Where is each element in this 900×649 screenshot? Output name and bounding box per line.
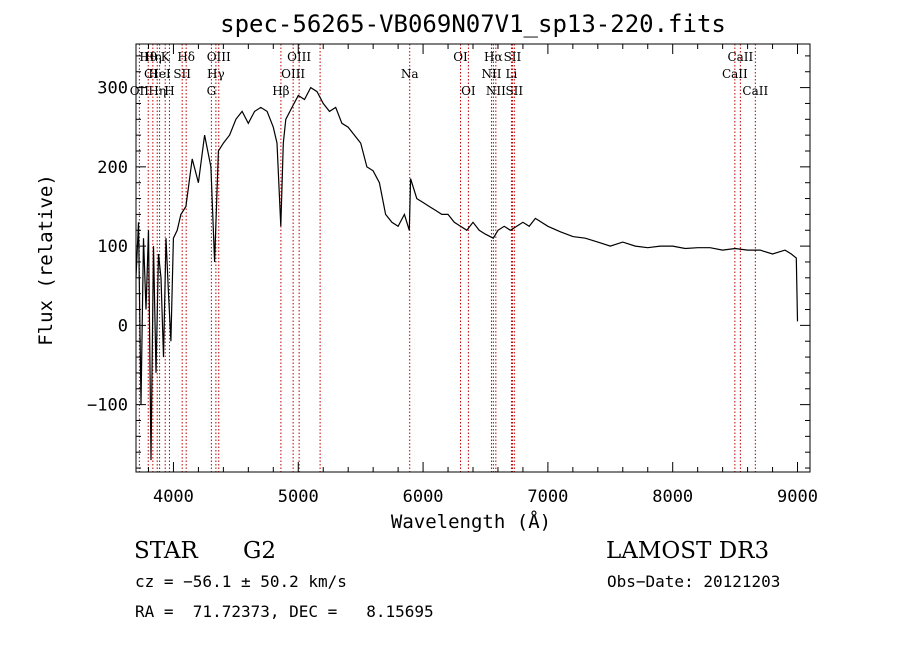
spectral-line-label: OI [461, 84, 476, 98]
redshift-cz: cz = −56.1 ± 50.2 km/s [135, 572, 347, 591]
x-tick-label: 6000 [403, 487, 444, 507]
spectral-line-label: NII [481, 67, 501, 81]
survey-name: LAMOST DR3 [606, 538, 770, 564]
y-tick-label: 300 [97, 79, 128, 99]
spectral-line-label: SII [173, 67, 191, 81]
spectral-line-label: Hβ [272, 84, 289, 98]
spectral-line-label: Hδ [177, 50, 195, 64]
spectral-line-label: OIII [287, 50, 311, 64]
x-axis-ticks: 4000 5000 6000 7000 8000 9000 [147, 44, 818, 507]
x-tick-label: 4000 [153, 487, 194, 507]
spectral-line-label: G [207, 84, 217, 98]
y-axis-label: Flux (relative) [35, 174, 57, 346]
plot-frame [135, 43, 811, 473]
y-tick-label: 100 [97, 237, 128, 257]
y-tick-label: 200 [97, 158, 128, 178]
spectral-line-label: NII [486, 84, 506, 98]
spectral-line-label: OIII [207, 50, 231, 64]
x-axis-label: Wavelength (Å) [391, 510, 551, 533]
spectral-line-label: Hθ [139, 50, 157, 64]
marker-lines [138, 44, 756, 472]
coordinates: RA = 71.72373, DEC = 8.15695 [135, 602, 434, 621]
chart-title: spec-56265-VB069N07V1_sp13-220.fits [220, 10, 726, 38]
spectral-line-label: Li [506, 67, 518, 81]
spectral-line-label: SII [505, 84, 523, 98]
spectral-line-label: SII [504, 50, 522, 64]
spectral-line-label: H [164, 84, 174, 98]
x-tick-label: 8000 [652, 487, 693, 507]
spectral-line-label: CaII [742, 84, 768, 98]
spectral-line-label: OIII [281, 67, 305, 81]
x-tick-label: 5000 [278, 487, 319, 507]
obs-date: Obs−Date: 20121203 [607, 572, 781, 591]
spectral-line-label: OI [453, 50, 468, 64]
spectral-line-label: CaII [722, 67, 748, 81]
object-class: STAR [134, 538, 198, 564]
object-subclass: G2 [243, 538, 277, 564]
spectrum-series-line [135, 86, 799, 461]
spectral-line-label: Hγ [207, 67, 225, 81]
spectral-line-label: K [161, 50, 171, 64]
spectral-line-label: Hη [144, 50, 162, 64]
spectral-line-label: Hα [484, 50, 503, 64]
spectral-line-label: Hη [148, 84, 166, 98]
y-tick-label: −100 [87, 396, 128, 416]
spectral-line-label: Na [401, 67, 419, 81]
x-tick-label: 7000 [527, 487, 568, 507]
y-tick-label: 0 [118, 316, 128, 336]
spectral-line-label: HeI [148, 67, 171, 81]
spectral-line-label: CaII [727, 50, 753, 64]
spectral-line-label: OII [130, 84, 150, 98]
spectral-line-label: CI [144, 67, 158, 81]
y-axis-ticks: −100 0 100 200 300 [87, 55, 810, 469]
x-tick-label: 9000 [777, 487, 818, 507]
